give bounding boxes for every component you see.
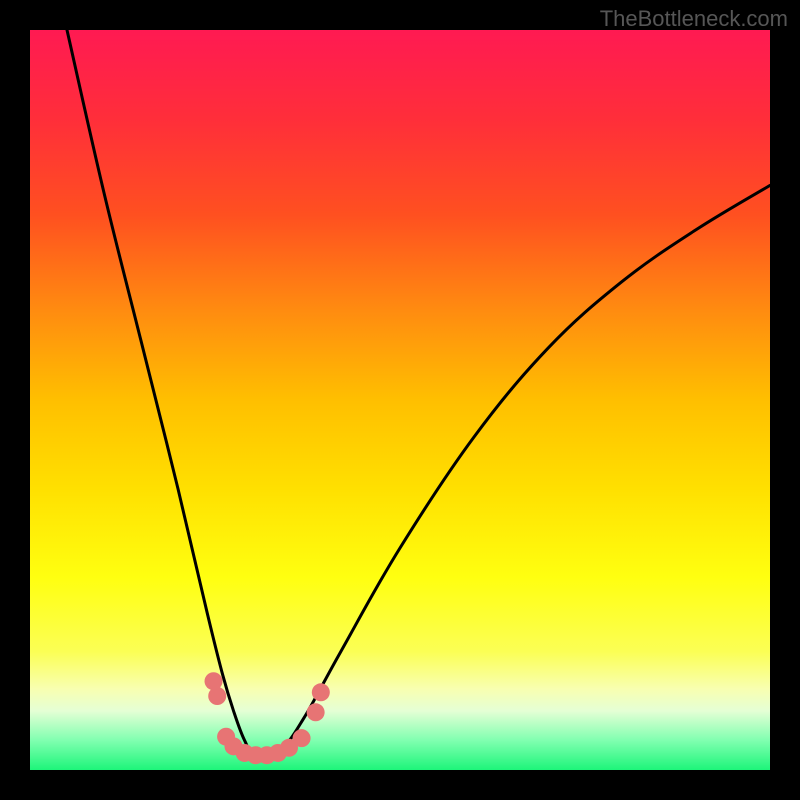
bottleneck-chart bbox=[30, 30, 770, 770]
watermark-text: TheBottleneck.com bbox=[600, 6, 788, 32]
gradient-background bbox=[30, 30, 770, 770]
data-marker bbox=[307, 703, 325, 721]
plot-area bbox=[30, 30, 770, 770]
data-marker bbox=[208, 687, 226, 705]
data-marker bbox=[293, 729, 311, 747]
data-marker bbox=[312, 683, 330, 701]
